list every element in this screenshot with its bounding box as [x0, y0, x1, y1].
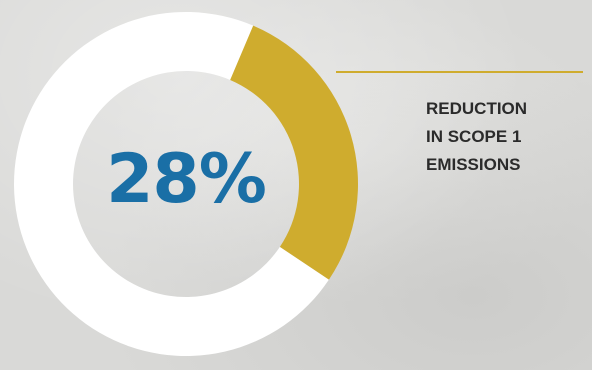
donut-highlight-segment — [230, 25, 359, 280]
leader-line — [336, 71, 583, 73]
percentage-value: 28% — [106, 140, 267, 219]
annotation-line-2: IN SCOPE 1 — [426, 127, 522, 146]
annotation-line-3: EMISSIONS — [426, 155, 521, 174]
annotation-label: REDUCTION IN SCOPE 1 EMISSIONS — [426, 95, 586, 179]
donut-remainder-segment — [13, 11, 329, 356]
annotation-line-1: REDUCTION — [426, 99, 528, 118]
